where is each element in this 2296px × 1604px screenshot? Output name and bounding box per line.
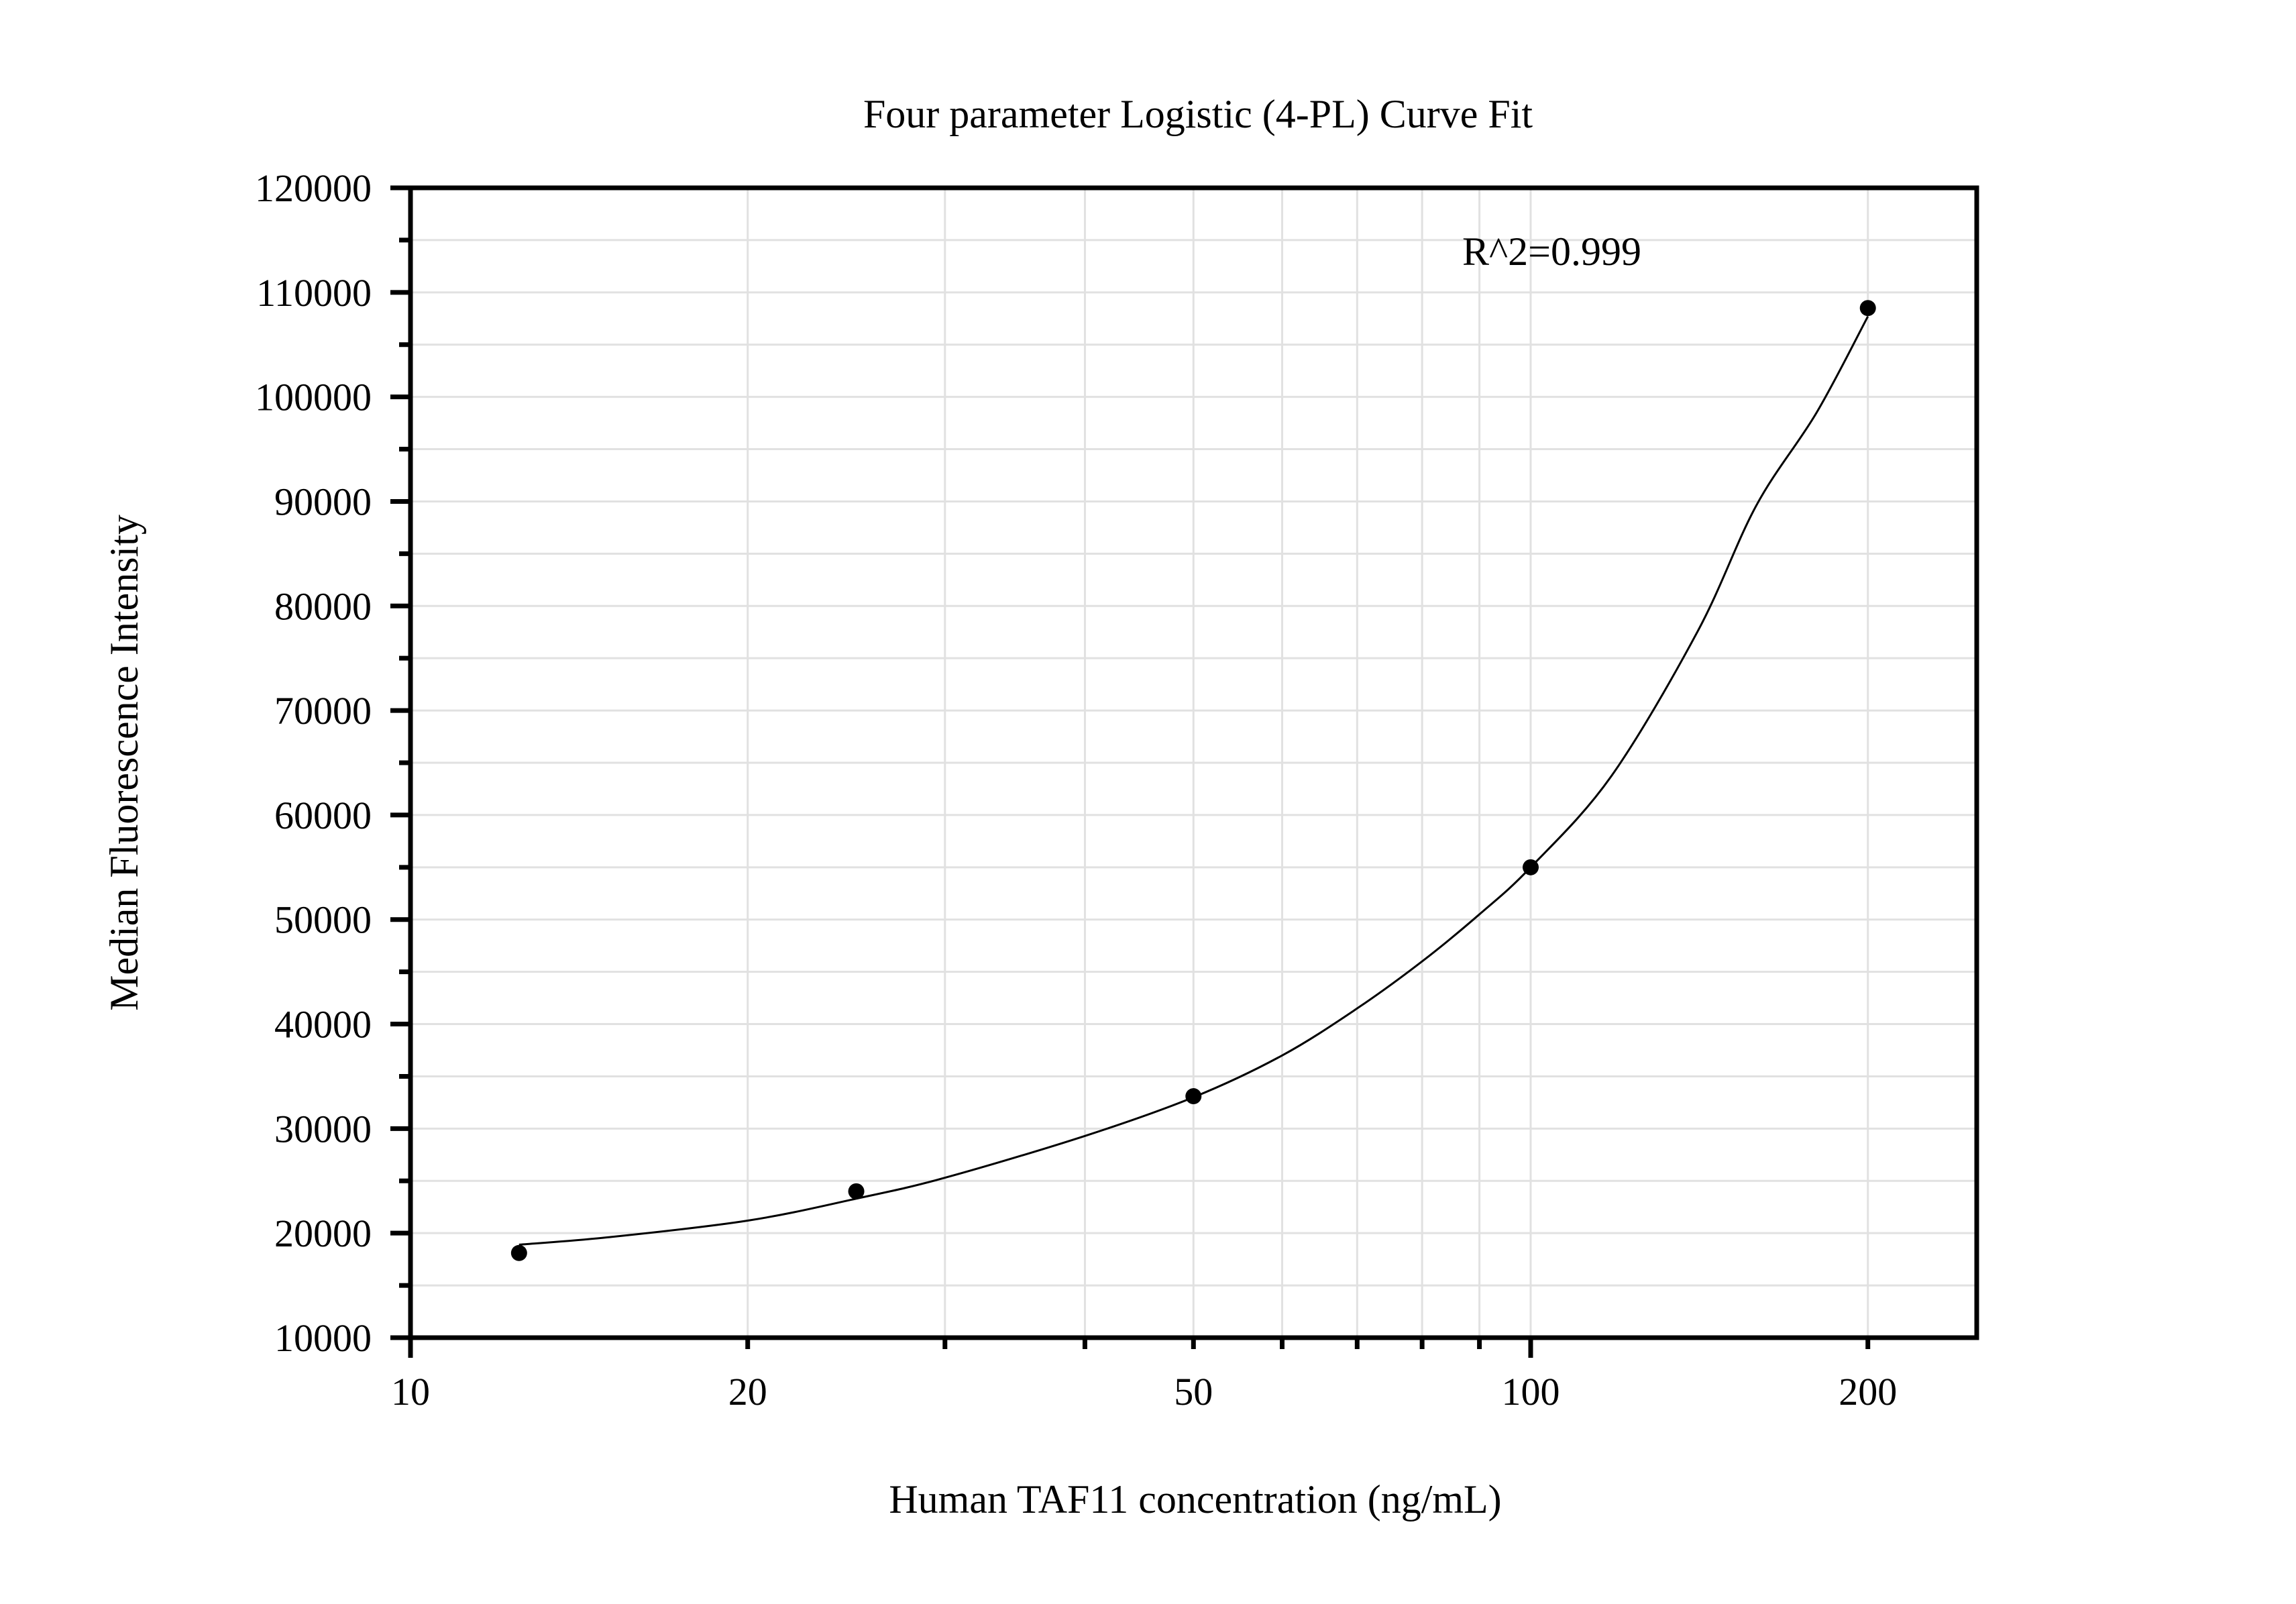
y-tick-label: 20000 [274,1212,372,1255]
data-point [1859,300,1876,317]
x-tick-label: 200 [1839,1370,1897,1413]
fit-curve [518,315,1869,1246]
chart-title: Four parameter Logistic (4-PL) Curve Fit [863,92,1533,136]
y-tick-label: 70000 [274,689,372,733]
x-tick-label: 10 [391,1370,430,1413]
y-tick-label: 90000 [274,480,372,523]
x-tick-label: 20 [728,1370,767,1413]
y-tick-label: 110000 [256,271,372,315]
y-tick-label: 50000 [274,898,372,942]
y-tick-label: 120000 [255,166,372,210]
data-points [510,300,1876,1261]
y-tick-label: 60000 [274,794,372,837]
x-axis-ticks: 10 20 50 100 200 [391,1338,1897,1413]
data-point [510,1244,527,1261]
x-tick-label: 100 [1502,1370,1560,1413]
y-axis-ticks: 10000 20000 30000 40000 50000 60000 70000 80000… [255,166,411,1360]
y-tick-label: 80000 [274,584,372,628]
y-tick-label: 100000 [255,376,372,419]
y-tick-label: 40000 [274,1003,372,1047]
data-point [1523,859,1539,875]
x-axis-title: Human TAF11 concentration (ng/mL) [889,1477,1501,1521]
y-axis-title: Median Fluorescence Intensity [102,515,146,1011]
grid-lines [411,188,1977,1338]
fit-curve-path [518,315,1869,1246]
data-point [1185,1088,1202,1105]
y-tick-label: 10000 [274,1316,372,1360]
r-squared-annotation: R^2=0.999 [1462,229,1641,274]
x-tick-label: 50 [1174,1370,1213,1413]
data-point [848,1183,865,1199]
y-tick-label: 30000 [274,1107,372,1151]
